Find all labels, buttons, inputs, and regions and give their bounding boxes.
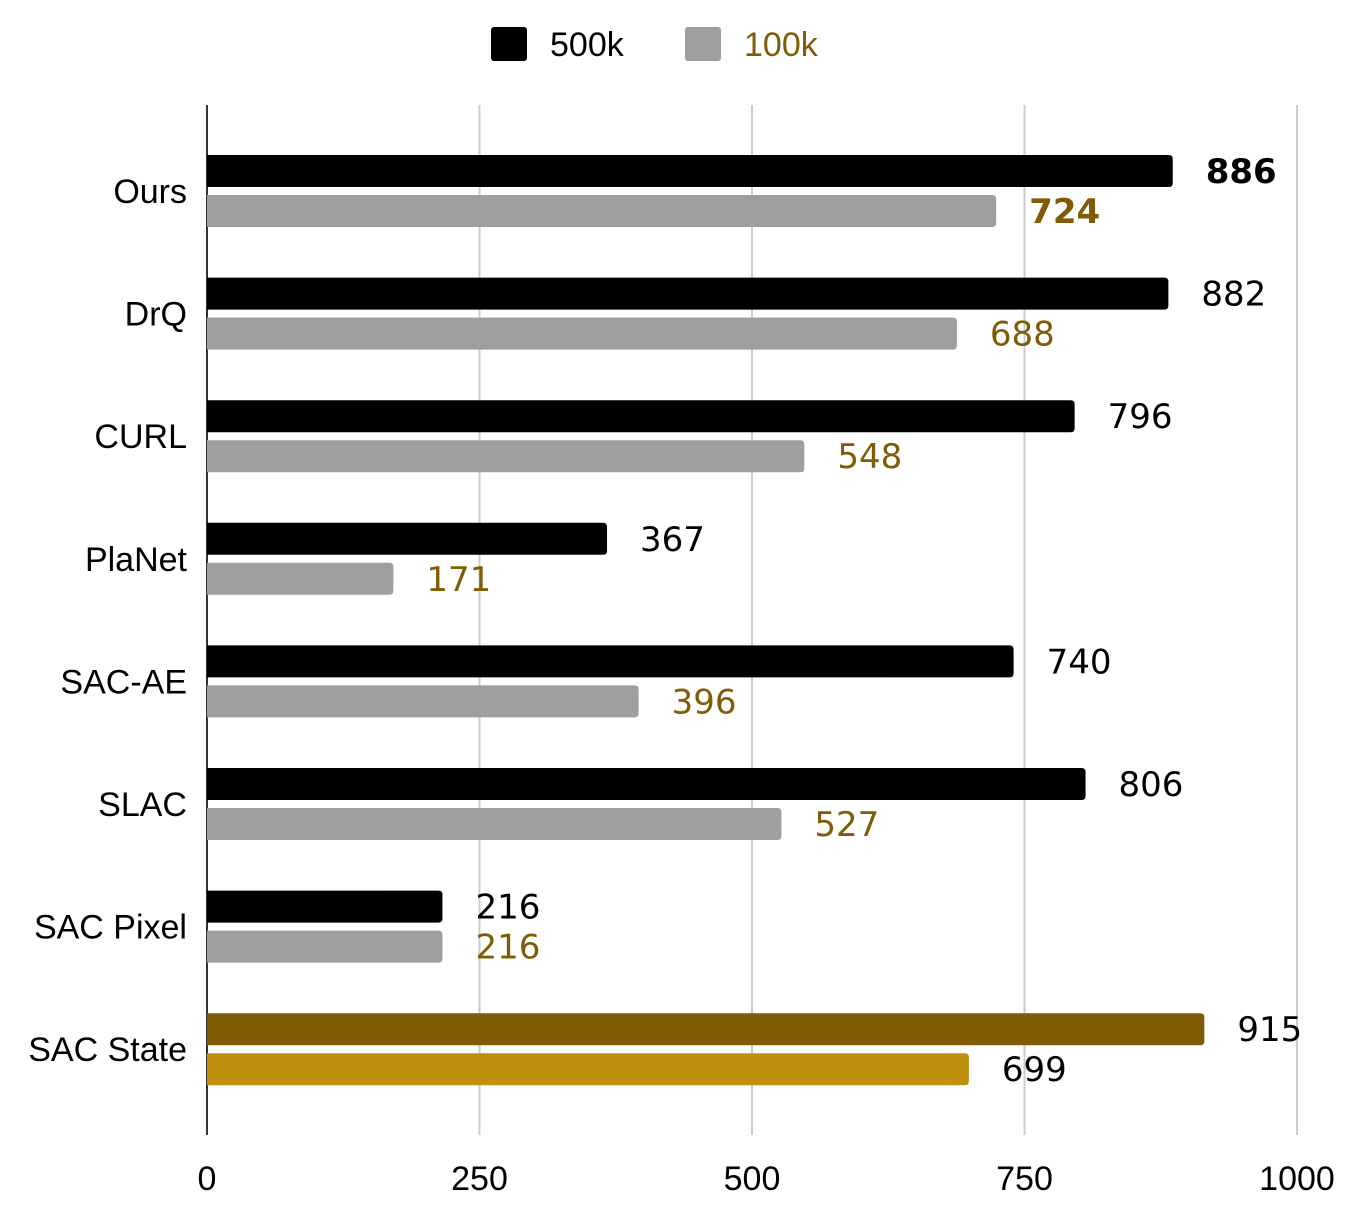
legend-label-500k[interactable]: 500k [550, 26, 625, 64]
value-label-sac-pixel-100k: 216 [475, 928, 540, 968]
bar-curl-500k [207, 400, 1075, 433]
bar-ours-500k [207, 155, 1173, 187]
value-label-drq-100k: 688 [990, 315, 1055, 355]
value-label-ours-500k: 886 [1206, 152, 1277, 192]
legend[interactable]: 500k 100k [491, 26, 819, 64]
category-label-sac-pixel: SAC Pixel [34, 909, 187, 947]
bar-sac-pixel-100k [207, 930, 443, 963]
category-label-slac: SLAC [98, 786, 187, 824]
bar-drq-100k [207, 317, 957, 350]
category-label-curl: CURL [94, 418, 187, 456]
x-tick-500: 500 [724, 1160, 781, 1198]
value-label-slac-500k: 806 [1119, 765, 1184, 805]
legend-swatch-100k[interactable] [685, 27, 721, 61]
bar-planet-100k [207, 562, 394, 595]
category-label-ours: Ours [113, 173, 187, 211]
value-label-planet-500k: 367 [640, 520, 705, 560]
bar-sac-ae-100k [207, 685, 639, 718]
bar-slac-100k [207, 808, 782, 840]
x-tick-1000: 1000 [1259, 1160, 1335, 1198]
value-label-slac-100k: 527 [814, 805, 879, 845]
value-labels: 886 724 882 688 796 548 367 171 740 396 806 527 2162… [426, 152, 1302, 1090]
value-label-drq-500k: 882 [1201, 275, 1266, 315]
bars [207, 155, 1205, 1086]
value-label-sac-state-100k: 699 [1002, 1050, 1067, 1090]
value-label-sac-ae-100k: 396 [672, 682, 737, 722]
legend-label-100k[interactable]: 100k [744, 26, 819, 64]
value-label-curl-500k: 796 [1108, 397, 1173, 437]
bar-sac-pixel-500k [207, 890, 443, 923]
bar-sac-state-100k [207, 1053, 969, 1086]
category-label-drq: DrQ [125, 296, 187, 334]
value-label-planet-100k: 171 [426, 560, 491, 600]
bar-curl-100k [207, 440, 805, 473]
category-labels: Ours DrQ CURL PlaNet SAC-AE SLAC SAC Pixel SAC … [28, 173, 187, 1069]
grid-lines [478, 105, 1298, 1135]
x-tick-250: 250 [451, 1160, 508, 1198]
value-label-sac-ae-500k: 740 [1047, 642, 1112, 682]
value-label-curl-100k: 548 [837, 437, 902, 477]
x-tick-750: 750 [996, 1160, 1053, 1198]
category-label-planet: PlaNet [85, 541, 188, 579]
bar-sac-ae-500k [207, 645, 1014, 678]
bar-planet-500k [207, 522, 608, 555]
bar-ours-100k [207, 195, 997, 227]
x-tick-0: 0 [198, 1160, 217, 1198]
legend-swatch-500k[interactable] [491, 27, 527, 61]
x-tick-labels: 0 250 500 750 1000 [198, 1160, 1335, 1198]
bar-drq-500k [207, 277, 1169, 310]
value-label-sac-pixel-500k: 216 [475, 888, 540, 928]
value-label-ours-100k: 724 [1029, 192, 1100, 232]
value-label-sac-state-500k: 915 [1237, 1010, 1302, 1050]
category-label-sac-ae: SAC-AE [60, 663, 187, 701]
category-label-sac-state: SAC State [28, 1031, 187, 1069]
bar-sac-state-500k [207, 1013, 1205, 1046]
bar-slac-500k [207, 768, 1086, 800]
